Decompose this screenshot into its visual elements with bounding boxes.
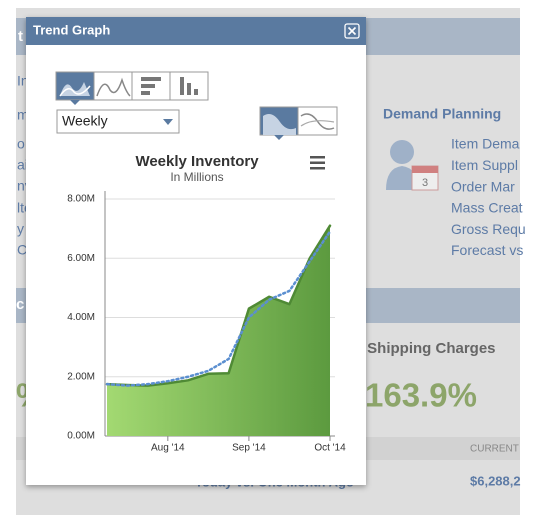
close-button[interactable] <box>344 23 360 39</box>
trend-line <box>105 230 332 387</box>
chart-subtitle: In Millions <box>170 170 223 184</box>
plot: 0.00M 2.00M 4.00M 6.00M 8.00M Aug '14 Sep '14 O… <box>67 191 346 454</box>
area-fill <box>107 225 330 436</box>
panel-title: Demand Planning <box>383 106 501 122</box>
y-tick-label: 6.00M <box>67 253 95 264</box>
bar-chart-button[interactable] <box>131 71 171 101</box>
toggle-left[interactable] <box>259 106 299 140</box>
y-tick-label: 8.00M <box>67 194 95 205</box>
link: Item Dema <box>451 136 520 152</box>
kpi-value: 163.9% <box>365 377 477 414</box>
link: Item Suppl <box>451 157 518 173</box>
period-dropdown[interactable]: Weekly <box>56 109 180 134</box>
y-tick-label: 4.00M <box>67 312 95 323</box>
link: Order Mar <box>451 178 515 194</box>
list-fragment: y <box>17 221 24 237</box>
x-tick-label: Oct '14 <box>314 443 346 454</box>
list-fragment: o <box>17 136 25 152</box>
chart-title: Weekly Inventory <box>135 153 259 170</box>
y-tick-label: 2.00M <box>67 371 95 382</box>
person-icon: 3 <box>386 140 439 191</box>
chart-menu[interactable] <box>310 156 325 170</box>
area-chart-button[interactable] <box>55 71 95 105</box>
period-value: Weekly <box>62 113 108 129</box>
kpi-title: f Shipping Charges <box>358 340 496 357</box>
y-tick-label: 0.00M <box>67 431 95 442</box>
link: Mass Creat <box>451 200 523 216</box>
line-chart-button[interactable] <box>93 71 133 101</box>
link: Forecast vs <box>451 242 523 258</box>
table-header-cell: CURRENT <box>470 444 519 455</box>
dialog-title-bar <box>26 17 366 45</box>
table-row-value: $6,288,2 <box>470 473 521 488</box>
dialog-title: Trend Graph <box>33 22 110 37</box>
column-chart-button[interactable] <box>169 71 209 101</box>
link: Gross Requ <box>451 221 526 237</box>
x-tick-label: Aug '14 <box>151 443 185 454</box>
header-fragment: c <box>16 296 24 313</box>
x-tick-label: Sep '14 <box>232 443 266 454</box>
toggle-right[interactable] <box>297 106 338 136</box>
header-fragment: t <box>18 28 23 45</box>
svg-text:3: 3 <box>422 177 428 189</box>
chart-type-buttons <box>55 71 209 105</box>
list-fragment: m <box>17 107 29 123</box>
view-toggle <box>259 106 338 140</box>
list-fragment: In <box>17 73 29 89</box>
